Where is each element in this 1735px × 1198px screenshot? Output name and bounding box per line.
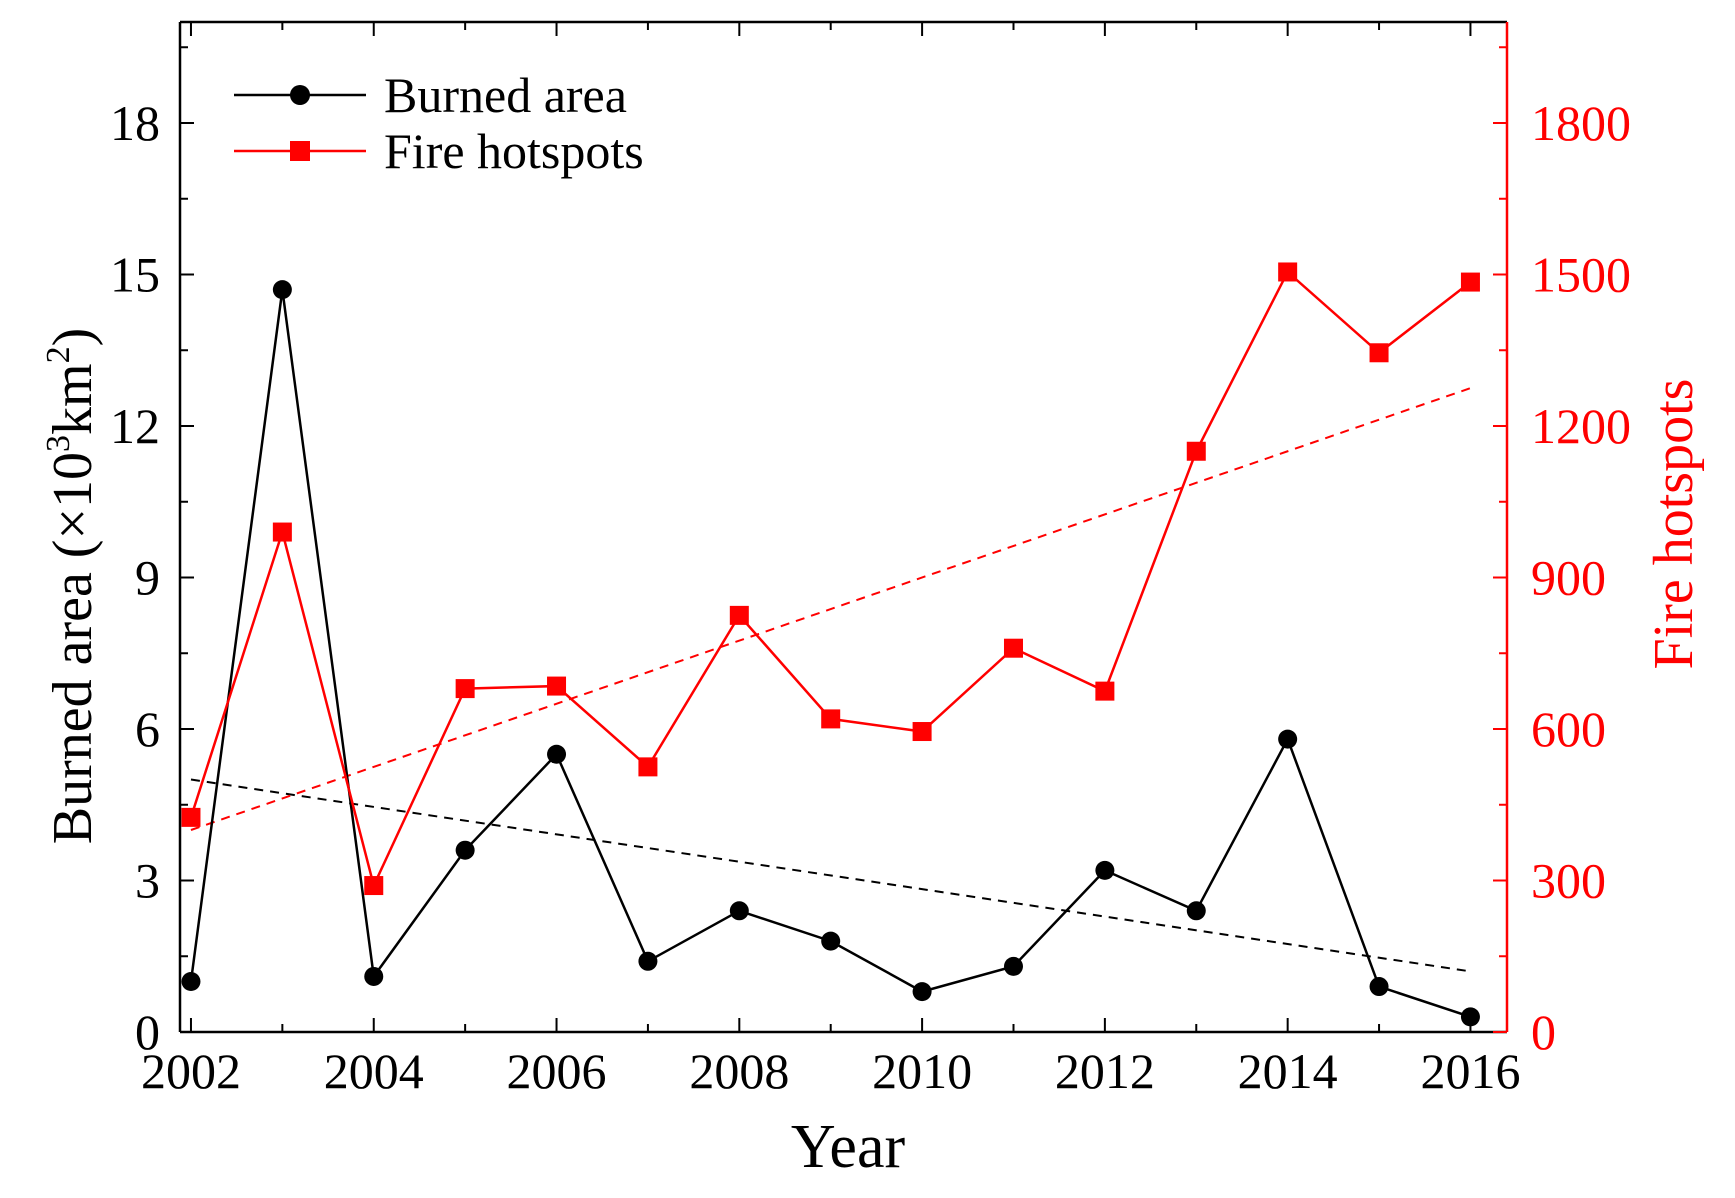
series-lines: [189, 269, 1472, 1019]
legend-label-hotspots: Fire hotspots: [384, 123, 644, 179]
y-left-label-exp2: 2: [40, 346, 77, 363]
point-burned-2014: [1278, 729, 1298, 749]
y-right-tick-label: 1800: [1531, 95, 1631, 151]
y-right-tick-label: 600: [1531, 701, 1606, 757]
point-burned-2011: [1003, 956, 1023, 976]
point-hotspots-2008: [729, 605, 749, 625]
point-hotspots-2007: [638, 757, 658, 777]
point-hotspots-2006: [547, 676, 567, 696]
y-right-tick-label: 1500: [1531, 247, 1631, 303]
y-left-label-main: Burned area (×10: [42, 452, 104, 844]
point-hotspots-2014: [1278, 262, 1298, 282]
y-left-label-mid: km: [42, 363, 104, 435]
point-hotspots-2012: [1095, 681, 1115, 701]
y-right-tick-label: 0: [1531, 1004, 1556, 1060]
legend-marker-burned: [290, 85, 310, 105]
y-right-tick-label: 1200: [1531, 398, 1631, 454]
point-burned-2004: [364, 966, 384, 986]
x-tick-label: 2008: [689, 1043, 789, 1099]
y-left-tick-label: 0: [135, 1004, 160, 1060]
ticks: 2002 2004 2006 2008 2010 2012 2014 201603691215…: [110, 22, 1631, 1099]
point-hotspots-2016: [1460, 272, 1480, 292]
point-hotspots-2011: [1003, 638, 1023, 658]
y-left-tick-label: 6: [135, 701, 160, 757]
series-line-burned: [189, 289, 1471, 1019]
point-burned-2010: [912, 982, 932, 1002]
x-tick-label: 2016: [1420, 1043, 1520, 1099]
point-burned-2009: [821, 931, 841, 951]
y-left-tick-label: 3: [135, 853, 160, 909]
y-left-label-close: ): [42, 328, 104, 347]
point-burned-2002: [181, 972, 201, 991]
y-right-tick-label: 900: [1531, 550, 1606, 606]
point-hotspots-2013: [1186, 441, 1206, 461]
trend-line-burned: [190, 778, 1471, 973]
point-burned-2013: [1186, 901, 1206, 921]
point-burned-2015: [1369, 977, 1389, 997]
point-hotspots-2002: [181, 807, 201, 827]
y-axis-left-label: Burned area (×103km2): [40, 328, 104, 845]
point-burned-2006: [547, 744, 567, 764]
y-left-tick-label: 18: [110, 95, 160, 151]
axes: [178, 20, 1509, 1034]
point-burned-2003: [272, 280, 292, 300]
x-tick-label: 2010: [872, 1043, 972, 1099]
legend: Burned area Fire hotspots: [234, 67, 644, 179]
point-burned-2012: [1095, 860, 1115, 880]
point-hotspots-2005: [455, 679, 475, 699]
point-burned-2008: [729, 901, 749, 921]
legend-label-burned: Burned area: [384, 67, 627, 123]
data-markers: [181, 262, 1480, 1027]
x-tick-label: 2002: [141, 1043, 241, 1099]
x-axis-label: Year: [791, 1113, 906, 1181]
y-left-tick-label: 12: [110, 398, 160, 454]
point-hotspots-2010: [912, 722, 932, 742]
point-hotspots-2009: [821, 709, 841, 729]
point-burned-2007: [638, 951, 658, 971]
legend-marker-hotspots: [290, 141, 310, 161]
y-left-tick-label: 15: [110, 247, 160, 303]
point-hotspots-2004: [364, 876, 384, 896]
trend-line-hotspots: [190, 387, 1471, 831]
y-left-tick-label: 9: [135, 550, 160, 606]
x-tick-label: 2004: [324, 1043, 424, 1099]
point-hotspots-2003: [272, 522, 292, 542]
x-tick-label: 2006: [507, 1043, 607, 1099]
y-axis-right-label: Fire hotspots: [1643, 379, 1705, 670]
y-left-label-exp1: 3: [40, 435, 77, 452]
point-burned-2005: [455, 840, 475, 860]
series-line-hotspots: [189, 269, 1472, 890]
point-burned-2016: [1460, 1007, 1480, 1027]
y-right-tick-label: 300: [1531, 853, 1606, 909]
x-tick-label: 2014: [1238, 1043, 1338, 1099]
trend-lines: [190, 387, 1471, 973]
point-hotspots-2015: [1369, 343, 1389, 363]
x-tick-label: 2012: [1055, 1043, 1155, 1099]
